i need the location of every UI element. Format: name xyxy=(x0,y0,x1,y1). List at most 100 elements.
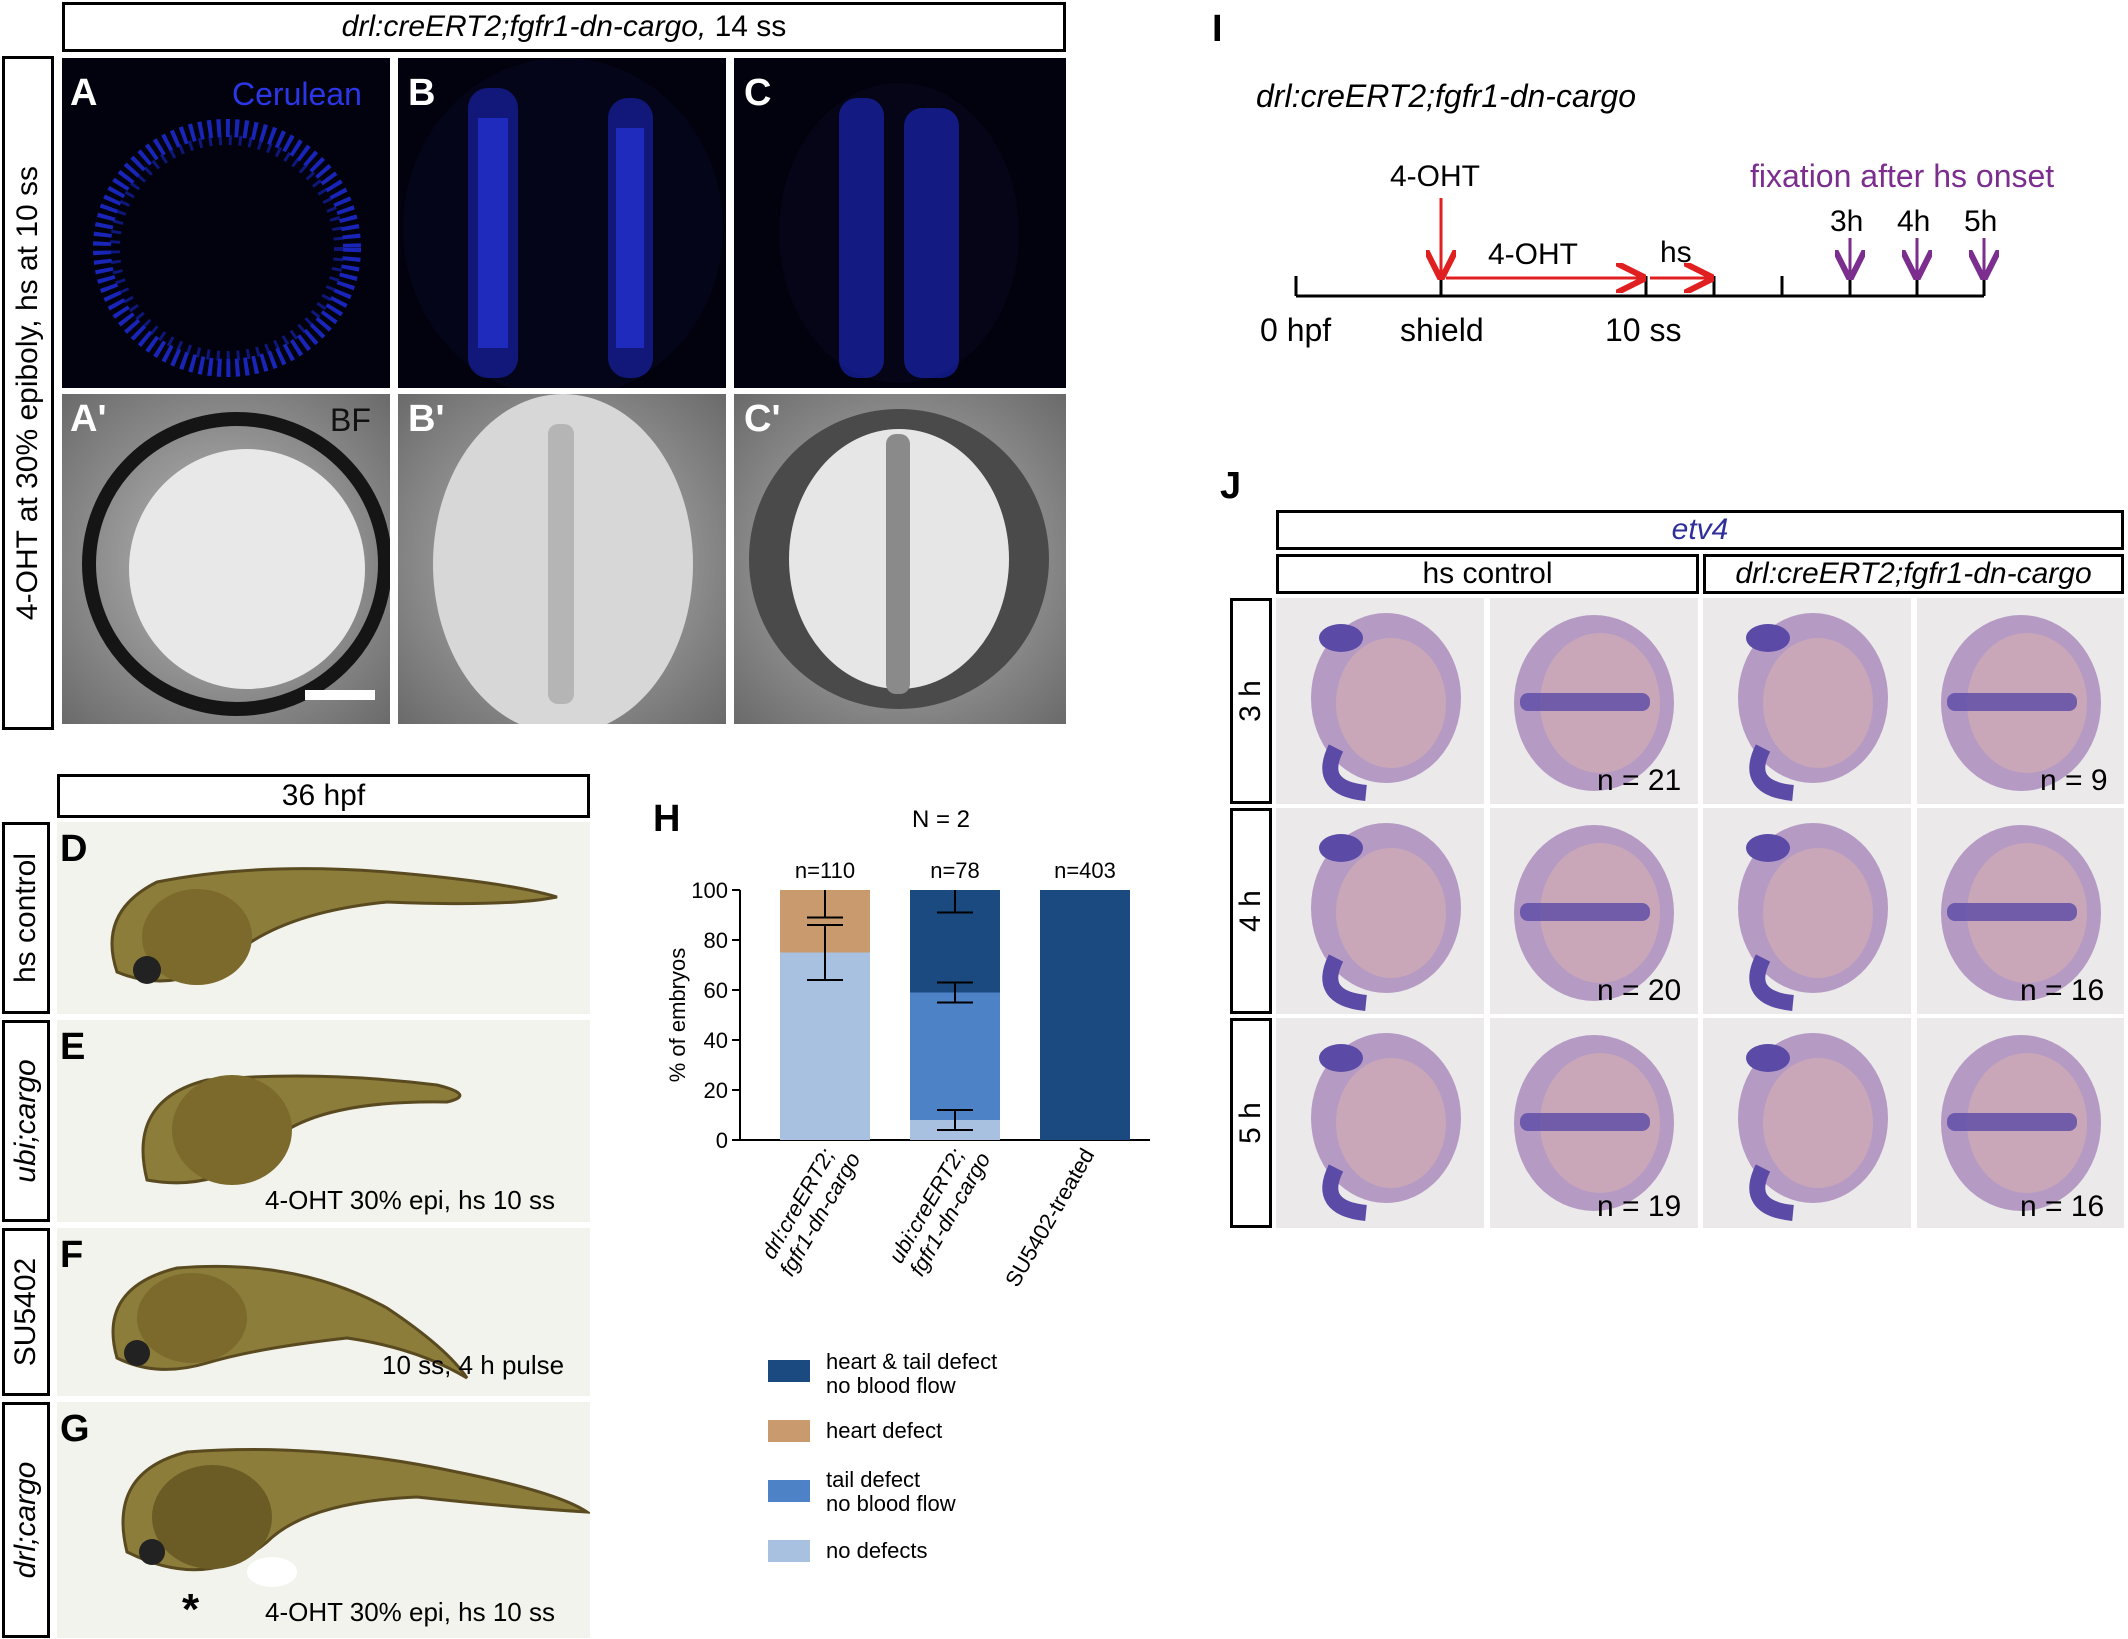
image-c-brightfield xyxy=(734,394,1066,724)
side-label-g: drl;cargo xyxy=(2,1402,50,1638)
label-b-prime: B' xyxy=(408,398,445,440)
scale-bar xyxy=(305,690,375,700)
image-b-cerulean xyxy=(398,58,726,388)
embryo-stain xyxy=(1311,613,1461,801)
timeline-fixation: fixation after hs onset xyxy=(1750,158,2055,194)
n-total: N = 2 xyxy=(912,806,971,833)
x-tick-label: SU5402-treated xyxy=(1000,1144,1099,1291)
y-tick-label: 0 xyxy=(716,1128,728,1153)
label-g: G xyxy=(60,1408,90,1450)
panel-j-cond-left: hs control xyxy=(1276,554,1699,594)
ring-fluorescence xyxy=(93,119,361,377)
timeline-4h: 4h xyxy=(1897,205,1931,238)
bar-segment xyxy=(1040,890,1130,1140)
y-tick-label: 60 xyxy=(704,978,728,1003)
larva-f xyxy=(111,1264,469,1380)
image-f-larva xyxy=(57,1228,590,1396)
n-right-3h: n = 9 xyxy=(2040,764,2108,797)
cond-left-text: hs control xyxy=(1422,557,1553,590)
gene-name: etv4 xyxy=(1671,513,1729,546)
image-c-cerulean xyxy=(734,58,1066,388)
timeline-0hpf: 0 hpf xyxy=(1260,312,1332,348)
bf-label: BF xyxy=(330,402,371,438)
label-a-prime: A' xyxy=(70,398,107,440)
embryo-stain xyxy=(1514,825,1674,1001)
asterisk-marker: * xyxy=(182,1585,200,1634)
n-right-4h: n = 16 xyxy=(2020,974,2105,1007)
timeline-4oht-mid: 4-OHT xyxy=(1488,238,1578,271)
legend-label-heart: heart defect xyxy=(826,1418,943,1443)
y-tick-label: 20 xyxy=(704,1078,728,1103)
panel-top-side-text: 4-OHT at 30% epiboly, hs at 10 ss xyxy=(11,165,44,621)
cerulean-label: Cerulean xyxy=(232,76,362,112)
label-h: H xyxy=(653,798,681,840)
legend-swatch-heart-tail xyxy=(768,1360,810,1382)
panel-top-side-label: 4-OHT at 30% epiboly, hs at 10 ss xyxy=(2,56,54,730)
embryo-b-outline xyxy=(433,394,693,724)
timeline-svg xyxy=(1294,198,2110,298)
panel-j-gene-header: etv4 xyxy=(1276,510,2124,550)
legend-swatch-tail xyxy=(768,1480,810,1502)
image-e-larva xyxy=(57,1020,590,1222)
n-left-3h: n = 21 xyxy=(1597,764,1682,797)
panel-top-genotype: drl:creERT2;fgfr1-dn-cargo, xyxy=(341,10,707,43)
bar-segment xyxy=(910,992,1000,1120)
larva-e xyxy=(141,1074,462,1185)
timeline-3h: 3h xyxy=(1830,205,1864,238)
in-situ-image xyxy=(1276,808,1484,1014)
legend-label-heart-tail: heart & tail defect no blood flow xyxy=(826,1349,998,1398)
embryo-stain xyxy=(1941,825,2101,1001)
image-d-larva xyxy=(57,822,590,1014)
embryo-stain xyxy=(1514,1035,1674,1211)
bilateral-fluorescence xyxy=(403,58,723,388)
in-situ-image xyxy=(1276,598,1484,804)
chart-legend: heart & tail defect no blood flow heart d… xyxy=(768,1346,1168,1576)
legend-label-tail: tail defect no blood flow xyxy=(826,1467,956,1516)
cond-right-text: drl:creERT2;fgfr1-dn-cargo xyxy=(1735,557,2092,590)
time-label-4h: 4 h xyxy=(1230,808,1272,1014)
timeline-10ss: 10 ss xyxy=(1605,312,1682,348)
image-b-brightfield xyxy=(398,394,726,724)
side-label-d: hs control xyxy=(2,822,50,1014)
panel-top-header: drl:creERT2;fgfr1-dn-cargo, 14 ss xyxy=(62,2,1066,52)
y-tick-label: 80 xyxy=(704,928,728,953)
embryo-stain xyxy=(1514,615,1674,791)
in-situ-image xyxy=(1917,808,2124,1014)
label-c: C xyxy=(744,72,772,114)
embryo-c-outline xyxy=(749,409,1049,709)
in-situ-image xyxy=(1703,808,1911,1014)
panel-dg-header-text: 36 hpf xyxy=(281,779,366,812)
in-situ-image xyxy=(1490,808,1698,1014)
in-situ-image xyxy=(1490,598,1698,804)
image-a-cerulean xyxy=(62,58,390,388)
timeline-4oht-top: 4-OHT xyxy=(1390,160,1480,193)
image-a-brightfield xyxy=(62,394,390,724)
label-j: J xyxy=(1220,465,1242,507)
side-label-e: ubi;cargo xyxy=(2,1020,50,1222)
n-left-4h: n = 20 xyxy=(1597,974,1682,1007)
caption-g: 4-OHT 30% epi, hs 10 ss xyxy=(265,1597,555,1627)
in-situ-image xyxy=(1490,1018,1698,1228)
time-label-5h: 5 h xyxy=(1230,1018,1272,1228)
legend-swatch-heart xyxy=(768,1420,810,1442)
panel-j-cond-right: drl:creERT2;fgfr1-dn-cargo xyxy=(1703,554,2124,594)
larva-d xyxy=(110,867,558,985)
time-label-3h: 3 h xyxy=(1230,598,1272,804)
embryo-stain xyxy=(1311,823,1461,1011)
legend-swatch-none xyxy=(768,1540,810,1562)
label-c-prime: C' xyxy=(744,398,781,440)
bar-n-label: n=78 xyxy=(930,858,980,883)
n-left-5h: n = 19 xyxy=(1597,1190,1682,1223)
embryo-stain xyxy=(1941,1035,2101,1211)
timeline-shield: shield xyxy=(1400,312,1484,348)
bar-n-label: n=110 xyxy=(795,858,855,883)
label-f: F xyxy=(60,1234,84,1276)
timeline-genotype: drl:creERT2;fgfr1-dn-cargo xyxy=(1256,78,1636,114)
embryo-stain xyxy=(1738,823,1888,1011)
label-e: E xyxy=(60,1026,86,1068)
caption-f: 10 ss, 4 h pulse xyxy=(382,1350,565,1380)
panel-dg-header: 36 hpf xyxy=(57,774,590,818)
in-situ-image xyxy=(1917,1018,2124,1228)
midline-fluorescence xyxy=(779,83,1019,383)
label-i: I xyxy=(1212,8,1223,50)
